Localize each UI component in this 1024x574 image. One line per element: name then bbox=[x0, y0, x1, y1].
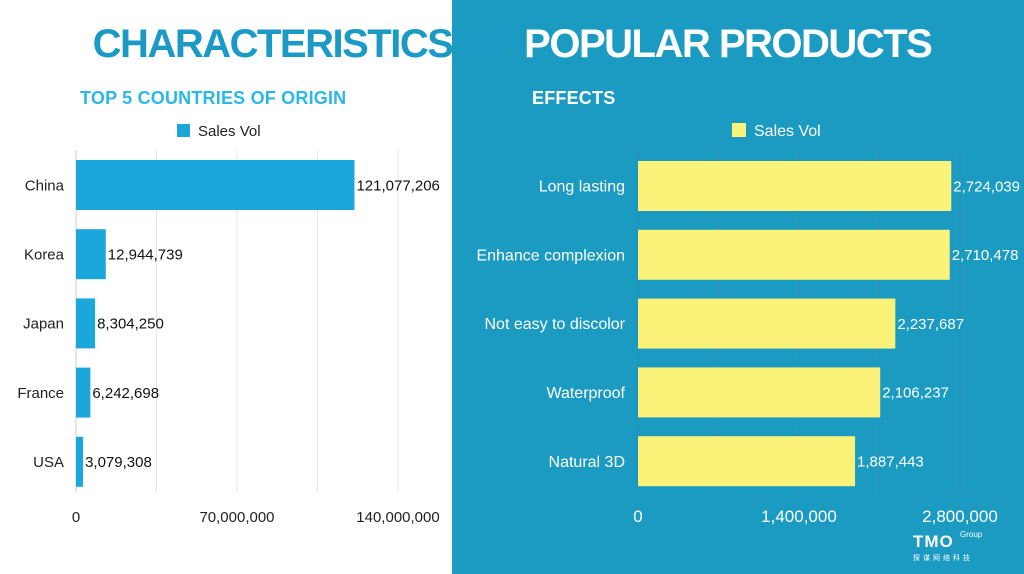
category-label: Korea bbox=[24, 246, 65, 263]
x-tick-label: 0 bbox=[633, 507, 642, 526]
effects-bar-chart: Sales Vol Long lasting 2,724,039 Enhance co… bbox=[476, 123, 1020, 526]
page-title: CHARACTERISTICS OF POPULAR PRODUCTS bbox=[0, 22, 1024, 67]
value-label: 2,237,687 bbox=[897, 316, 964, 333]
logo-chinese-text: 探谋网络科技 bbox=[913, 555, 973, 562]
category-label: Japan bbox=[23, 316, 64, 333]
bar-enhance-complexion bbox=[638, 229, 950, 280]
page-title-part2: POPULAR PRODUCTS bbox=[524, 22, 933, 66]
bar-china bbox=[76, 160, 355, 210]
bar-usa bbox=[76, 436, 84, 487]
left-panel bbox=[0, 0, 452, 574]
category-label: Long lasting bbox=[539, 179, 625, 196]
value-label: 1,887,443 bbox=[857, 453, 924, 470]
x-tick-label: 1,400,000 bbox=[761, 507, 837, 526]
value-label: 8,304,250 bbox=[97, 316, 164, 333]
legend-swatch bbox=[732, 123, 746, 137]
value-label: 2,710,478 bbox=[952, 247, 1019, 264]
x-tick-label: 70,000,000 bbox=[199, 509, 274, 526]
tmo-group-logo: TMO Group 探谋网络科技 bbox=[913, 530, 982, 563]
value-label: 121,077,206 bbox=[356, 177, 439, 194]
bar-korea bbox=[76, 229, 106, 280]
page-title-part1: CHARACTERISTICS OF bbox=[92, 22, 525, 66]
bar-not-easy-to-discolor bbox=[638, 298, 896, 349]
bar-france bbox=[76, 367, 91, 418]
category-label: France bbox=[17, 385, 64, 402]
value-label: 2,106,237 bbox=[882, 385, 949, 402]
category-label: Enhance complexion bbox=[476, 247, 625, 264]
x-tick-label: 0 bbox=[72, 509, 80, 526]
category-label: Waterproof bbox=[546, 385, 625, 402]
value-label: 12,944,739 bbox=[108, 246, 183, 263]
category-label: USA bbox=[33, 454, 64, 471]
logo-group-text: Group bbox=[960, 530, 983, 539]
bar-japan bbox=[76, 298, 96, 349]
value-label: 3,079,308 bbox=[85, 454, 152, 471]
countries-bar-chart: Sales Vol China 121,077,206 Korea 12,944,739… bbox=[17, 123, 440, 526]
countries-chart-title: TOP 5 COUNTRIES OF ORIGIN bbox=[80, 88, 347, 108]
category-label: China bbox=[25, 177, 65, 194]
bar-long-lasting bbox=[638, 161, 952, 211]
x-tick-label: 2,800,000 bbox=[922, 507, 998, 526]
value-label: 6,242,698 bbox=[92, 385, 159, 402]
logo-main-text: TMO bbox=[913, 532, 954, 551]
bar-waterproof bbox=[638, 367, 881, 418]
category-label: Natural 3D bbox=[549, 454, 625, 471]
effects-chart-title: EFFECTS bbox=[532, 88, 616, 108]
legend-label: Sales Vol bbox=[754, 123, 821, 140]
bar-natural-3d bbox=[638, 436, 856, 487]
x-tick-label: 140,000,000 bbox=[356, 509, 439, 526]
legend-swatch bbox=[177, 124, 190, 137]
value-label: 2,724,039 bbox=[953, 178, 1020, 195]
category-label: Not easy to discolor bbox=[484, 316, 625, 333]
legend-label: Sales Vol bbox=[198, 123, 261, 140]
